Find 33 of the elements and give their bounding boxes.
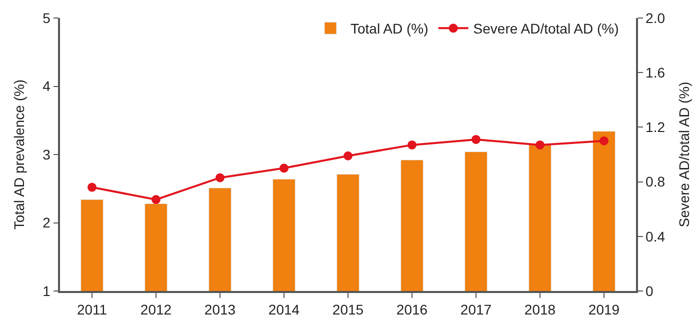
point [280, 164, 288, 173]
x-tick-label: 2015 [332, 302, 364, 318]
x-tick-label: 2018 [524, 302, 556, 318]
x-tick-label: 2012 [140, 302, 172, 318]
y2-tick-label: 2.0 [646, 10, 666, 26]
x-tick-label: 2013 [204, 302, 236, 318]
y-tick-label: 3 [42, 146, 51, 162]
x-tick-label: 2019 [588, 302, 620, 318]
x-tick-label: 2011 [76, 302, 108, 318]
legend-label: Severe AD/total AD (%) [473, 20, 619, 37]
point [408, 140, 416, 150]
point [536, 140, 544, 150]
point [152, 195, 160, 204]
y-tick-label: 4 [42, 78, 51, 94]
point [344, 151, 352, 160]
point [216, 173, 224, 182]
y2-tick-label: 1.2 [646, 119, 666, 136]
legend-label: Total AD (%) [350, 20, 428, 37]
x-tick-label: 2017 [460, 302, 492, 318]
y2-tick-label: 0.8 [646, 174, 666, 190]
x-tick-label: 2014 [268, 302, 300, 318]
point [88, 182, 96, 192]
y2-tick-label: 0.4 [646, 228, 666, 244]
y-axis-title: Total AD prevalence (%) [10, 79, 27, 230]
y-tick-label: 2 [42, 214, 51, 231]
y-tick-label: 5 [42, 10, 51, 26]
y-tick-label: 1 [42, 282, 51, 299]
y2-axis-title: Severe AD/total AD (%) [676, 82, 692, 228]
point [472, 134, 480, 144]
y2-tick-label: 1.6 [646, 64, 666, 80]
point [600, 136, 608, 146]
x-tick-label: 2016 [396, 302, 428, 318]
y2-tick-label: 0 [646, 282, 654, 299]
